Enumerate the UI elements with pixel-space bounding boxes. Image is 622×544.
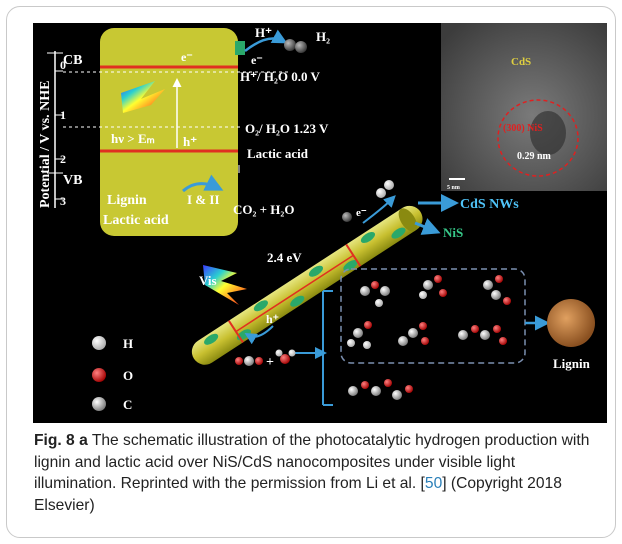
molecule-box <box>293 268 526 406</box>
potential-axis: Potential / V vs. NHE 0 1 2 3 CB VB <box>38 51 82 208</box>
legend-h: H <box>123 336 133 351</box>
figure-caption: Fig. 8 a The schematic illustration of t… <box>34 430 599 516</box>
tem-cds-label: CdS <box>511 56 531 68</box>
tem-scale-label: 5 nm <box>447 185 460 191</box>
schematic: Potential / V vs. NHE 0 1 2 3 CB VB e⁻ h… <box>38 23 607 412</box>
molecule-2 <box>419 275 447 299</box>
products-label: CO₂ + H₂O <box>233 202 294 217</box>
lignin-photo-label: Lignin <box>553 356 591 371</box>
hole-vb: h⁺ <box>183 134 197 149</box>
cb-label: CB <box>63 53 82 68</box>
molecule-3 <box>483 275 511 305</box>
nanorod: 2.4 eV <box>191 205 423 365</box>
caption-text: The schematic illustration of the photoc… <box>34 432 590 492</box>
caption-reference-link[interactable]: 50 <box>424 475 443 492</box>
figure-image: Potential / V vs. NHE 0 1 2 3 CB VB e⁻ h… <box>33 23 607 423</box>
nis-label: NiS <box>443 225 463 240</box>
atom-legend: H O C <box>92 336 133 412</box>
tick-2: 2 <box>60 152 66 166</box>
nanorod-annotations: CdS NWs NiS e⁻ Vis h⁺ <box>199 180 519 345</box>
lignin-photo: Lignin <box>525 299 595 371</box>
excitation-label: hν > Eₘ <box>111 131 155 146</box>
h2-label: H₂ <box>316 29 330 44</box>
caption-text-end: ] (Copyright 2018 Elsevier) <box>34 475 562 514</box>
light-icon <box>121 81 165 113</box>
hole-rod: h⁺ <box>266 312 279 326</box>
molecule-1 <box>360 281 390 307</box>
tick-3: 3 <box>60 194 66 208</box>
molecule-5 <box>398 322 429 346</box>
o-level-label: O₂/ H₂O 1.23 V <box>245 121 329 136</box>
tem-image: CdS (300) NiS 0.29 nm 5 nm <box>441 23 607 191</box>
vis-light-icon <box>203 265 247 305</box>
tem-spacing-label: 0.29 nm <box>517 151 552 162</box>
vis-label: Vis <box>199 273 217 288</box>
molecule-4 <box>347 321 372 349</box>
vb-label: VB <box>63 173 82 188</box>
axis-label: Potential / V vs. NHE <box>38 81 53 208</box>
tick-0: 0 <box>60 58 66 72</box>
proton-label: H⁺ <box>255 25 272 40</box>
molecule-6 <box>458 325 507 345</box>
lignin-label: Lignin <box>107 193 147 208</box>
band-diagram: e⁻ h⁺ hν > Eₘ Lignin Lactic acid I & II <box>63 28 288 236</box>
co2-h2o-molecules: + <box>235 349 296 370</box>
electron-rod: e⁻ <box>356 207 367 219</box>
plus-sign: + <box>266 355 274 370</box>
lactic-label: Lactic acid <box>103 213 169 228</box>
caption-panel: a <box>79 432 88 449</box>
h-level-label: H⁺/ H₂O 0.0 V <box>240 69 320 84</box>
tick-1: 1 <box>60 108 66 122</box>
bandgap-label: 2.4 eV <box>267 250 302 265</box>
reaction-labels: H⁺ H₂ e⁻ H⁺/ H₂O 0.0 V O₂/ H₂O 1.23 V La… <box>233 25 330 217</box>
cds-nws-label: CdS NWs <box>460 197 519 212</box>
molecule-7 <box>348 379 413 400</box>
roman-label: I & II <box>187 192 220 207</box>
caption-label: Fig. 8 <box>34 432 75 449</box>
lactic-top-label: Lactic acid <box>247 146 309 161</box>
electron-cb: e⁻ <box>181 50 193 64</box>
electron-out: e⁻ <box>251 53 263 67</box>
legend-c: C <box>123 397 132 412</box>
tem-nis-label: (300) NiS <box>503 123 543 134</box>
legend-o: O <box>123 368 133 383</box>
